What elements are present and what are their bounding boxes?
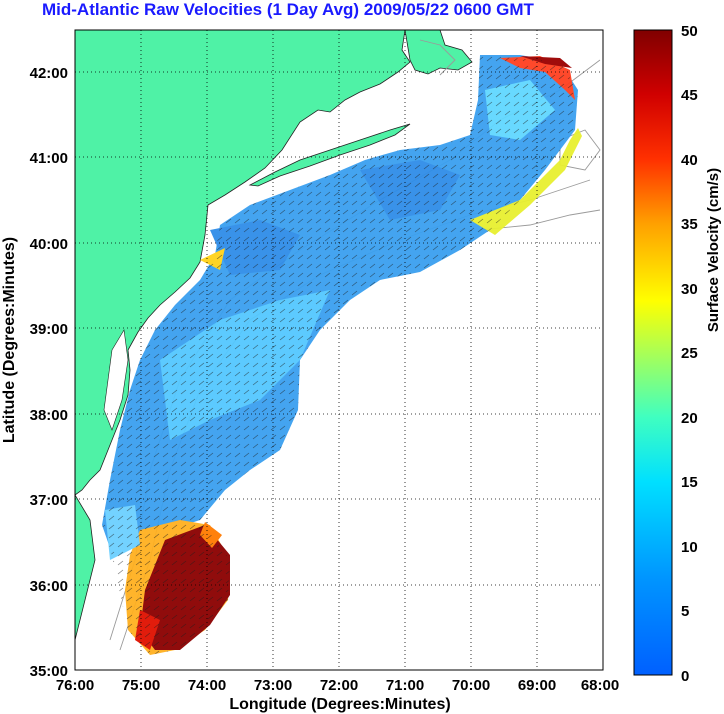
colorbar-label: Surface Velocity (cm/s)	[705, 168, 722, 332]
x-axis-label: Longitude (Degrees:Minutes)	[229, 696, 450, 713]
y-axis: 42:00 41:00 40:00 39:00 38:00 37:00 36:0…	[1, 65, 68, 680]
y-axis-label: Latitude (Degrees:Minutes)	[1, 237, 18, 443]
x-tick-label: 75:00	[122, 677, 160, 694]
colorbar-tick-label: 40	[681, 152, 698, 169]
y-tick-label: 37:00	[30, 492, 68, 509]
y-tick-label: 42:00	[30, 65, 68, 82]
x-tick-label: 69:00	[518, 677, 556, 694]
colorbar-tick-label: 45	[681, 87, 698, 104]
colorbar-tick-label: 10	[681, 539, 698, 556]
x-tick-label: 71:00	[386, 677, 424, 694]
y-tick-label: 36:00	[30, 578, 68, 595]
map-plot-area	[75, 30, 603, 670]
velocity-field	[102, 55, 582, 655]
colorbar-tick-label: 5	[681, 603, 689, 620]
colorbar: 50 45 40 35 30 25 20 15 10 5 0 Surface V…	[633, 23, 722, 685]
colorbar-tick-label: 50	[681, 23, 698, 40]
map-title: Mid-Atlantic Raw Velocities (1 Day Avg) …	[42, 0, 534, 19]
long-island	[248, 123, 411, 187]
y-tick-label: 39:00	[30, 321, 68, 338]
colorbar-tick-label: 30	[681, 281, 698, 298]
colorbar-tick-label: 0	[681, 668, 689, 685]
cape-cod	[404, 30, 473, 75]
y-tick-label: 41:00	[30, 150, 68, 167]
y-tick-label: 40:00	[30, 236, 68, 253]
x-tick-label: 72:00	[320, 677, 358, 694]
colorbar-tick-label: 25	[681, 345, 698, 362]
bay-water	[103, 329, 129, 431]
x-tick-label: 73:00	[254, 677, 292, 694]
x-tick-label: 70:00	[452, 677, 490, 694]
x-axis: 76:00 75:00 74:00 73:00 72:00 71:00 70:0…	[56, 677, 619, 713]
map-grid	[75, 30, 603, 670]
x-tick-label: 74:00	[188, 677, 226, 694]
x-tick-label: 68:00	[581, 677, 619, 694]
y-tick-label: 38:00	[30, 407, 68, 424]
land-mass	[75, 30, 411, 496]
colorbar-tick-label: 35	[681, 216, 698, 233]
x-tick-label: 76:00	[56, 677, 94, 694]
colorbar-tick-label: 20	[681, 410, 698, 427]
colorbar-tick-label: 15	[681, 474, 698, 491]
delmarva-coast	[75, 494, 96, 641]
y-tick-label: 35:00	[30, 663, 68, 680]
